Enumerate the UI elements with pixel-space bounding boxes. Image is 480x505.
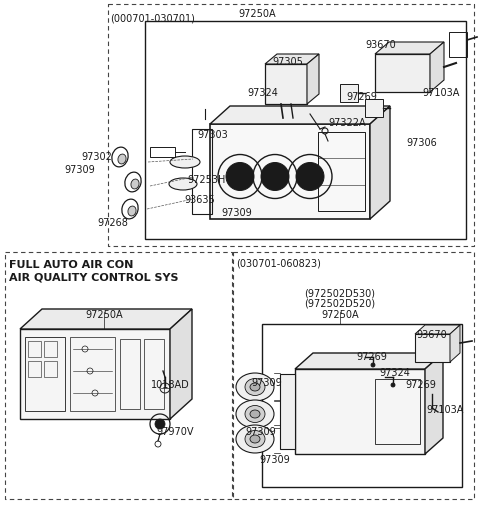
Text: (030701-060823): (030701-060823) (236, 259, 321, 269)
Text: 97970V: 97970V (156, 426, 194, 436)
Text: (000701-030701): (000701-030701) (110, 13, 195, 23)
Polygon shape (307, 55, 319, 105)
Text: 97322A: 97322A (328, 118, 366, 128)
Bar (28, 361, 41, 377)
Text: 97250A: 97250A (238, 9, 276, 19)
Bar (449, 33, 467, 58)
Text: 97306: 97306 (407, 138, 437, 147)
Polygon shape (415, 325, 460, 334)
Ellipse shape (245, 379, 265, 396)
Circle shape (232, 169, 248, 185)
Circle shape (261, 163, 289, 191)
Text: 97250A: 97250A (321, 310, 359, 319)
Text: 97268: 97268 (97, 218, 129, 228)
Text: FULL AUTO AIR CON: FULL AUTO AIR CON (9, 260, 133, 270)
Polygon shape (20, 310, 192, 329)
Bar (192, 130, 212, 215)
Text: AIR QUALITY CONTROL SYS: AIR QUALITY CONTROL SYS (9, 272, 179, 281)
Text: 93670: 93670 (366, 40, 396, 50)
Ellipse shape (236, 373, 274, 401)
Text: 97309: 97309 (260, 454, 290, 464)
Ellipse shape (131, 180, 139, 189)
Text: 97269: 97269 (347, 92, 377, 102)
Bar (375, 55, 430, 93)
Circle shape (296, 163, 324, 191)
Bar (280, 374, 295, 449)
Bar (318, 133, 365, 212)
Text: 97309: 97309 (246, 426, 276, 436)
Bar (145, 22, 466, 239)
Text: (972502D520): (972502D520) (304, 298, 375, 309)
Polygon shape (425, 354, 443, 454)
Polygon shape (375, 43, 444, 55)
Bar (265, 65, 307, 105)
Bar (295, 369, 425, 454)
Text: 97309: 97309 (252, 377, 282, 387)
Bar (415, 334, 450, 362)
Ellipse shape (250, 383, 260, 391)
Text: 97309: 97309 (65, 165, 96, 175)
Circle shape (155, 419, 165, 429)
Ellipse shape (118, 155, 126, 165)
Polygon shape (265, 55, 319, 65)
Circle shape (226, 163, 254, 191)
Text: 97324: 97324 (248, 88, 278, 98)
Polygon shape (210, 107, 390, 125)
Text: 97324: 97324 (380, 367, 410, 377)
Text: 97269: 97269 (406, 379, 436, 389)
Text: 93670: 93670 (417, 329, 447, 339)
Bar (375, 379, 420, 444)
Polygon shape (295, 354, 443, 369)
Text: (972502D530): (972502D530) (304, 287, 375, 297)
Bar (44, 341, 57, 358)
Bar (70, 337, 115, 411)
Ellipse shape (250, 410, 260, 418)
Ellipse shape (169, 179, 197, 190)
Text: 97103A: 97103A (426, 404, 464, 414)
Bar (262, 324, 462, 487)
Bar (28, 341, 41, 358)
Bar (25, 337, 65, 411)
Ellipse shape (170, 157, 200, 169)
Polygon shape (170, 310, 192, 419)
Polygon shape (370, 107, 390, 220)
Polygon shape (430, 43, 444, 93)
Ellipse shape (236, 400, 274, 428)
Text: 97302: 97302 (82, 152, 112, 162)
Bar (210, 125, 370, 220)
Ellipse shape (128, 207, 136, 217)
Text: 97253H: 97253H (188, 175, 226, 185)
Bar (20, 329, 170, 419)
Bar (365, 100, 383, 118)
Bar (44, 361, 57, 377)
Text: 97250A: 97250A (85, 310, 123, 319)
Circle shape (391, 383, 395, 387)
Polygon shape (450, 325, 460, 362)
Text: 97309: 97309 (222, 208, 252, 218)
Bar (144, 339, 164, 409)
Bar (150, 147, 175, 158)
Text: 97269: 97269 (357, 351, 387, 361)
Text: 97103A: 97103A (422, 88, 460, 98)
Bar (340, 85, 358, 103)
Text: 1018AD: 1018AD (151, 379, 190, 389)
Text: 93635: 93635 (185, 194, 216, 205)
Bar (120, 339, 140, 409)
Circle shape (371, 363, 375, 367)
Ellipse shape (236, 425, 274, 453)
Circle shape (267, 169, 283, 185)
Ellipse shape (250, 435, 260, 443)
Text: 97305: 97305 (273, 57, 303, 67)
Text: 97303: 97303 (198, 130, 228, 140)
Ellipse shape (245, 406, 265, 423)
Circle shape (302, 169, 318, 185)
Ellipse shape (245, 431, 265, 447)
